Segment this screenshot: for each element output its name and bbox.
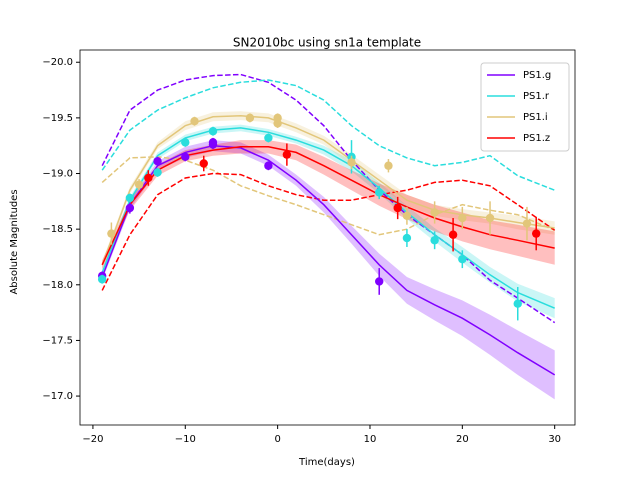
- y-tick-label: −20.0: [42, 57, 73, 68]
- data-point: [393, 203, 402, 213]
- data-point: [181, 152, 190, 162]
- template-line: [101, 79, 555, 191]
- data-point: [273, 119, 282, 128]
- model-line: [101, 127, 555, 309]
- model-line: [101, 146, 555, 266]
- x-tick-label: −20: [82, 434, 103, 445]
- data-point: [190, 117, 199, 126]
- legend-label: PS1.g: [523, 70, 551, 81]
- data-point: [208, 138, 218, 147]
- data-point: [402, 233, 412, 243]
- error-band: [102, 140, 555, 270]
- data-point: [458, 213, 467, 223]
- legend-label: PS1.r: [523, 91, 550, 102]
- template-line: [101, 73, 556, 324]
- data-point: [384, 161, 393, 170]
- data-point: [264, 161, 273, 170]
- model-line: [101, 144, 556, 376]
- x-axis-label: Time(days): [298, 457, 355, 468]
- y-axis-label: Absolute Magnitudes: [9, 189, 20, 294]
- data-point: [513, 299, 522, 308]
- legend-label: PS1.i: [523, 112, 548, 123]
- y-tick-label: −18.0: [42, 280, 73, 291]
- data-point: [264, 133, 273, 143]
- data-point: [282, 150, 292, 159]
- data-point: [532, 229, 541, 238]
- legend-box: [480, 62, 570, 152]
- y-tick-label: −19.5: [42, 113, 73, 124]
- data-point: [448, 230, 458, 239]
- data-point: [153, 168, 162, 177]
- data-point: [107, 229, 116, 238]
- x-tick-label: 0: [274, 434, 280, 445]
- y-tick-label: −18.5: [42, 224, 73, 235]
- data-point: [134, 180, 144, 189]
- data-point: [125, 203, 135, 213]
- data-point: [430, 208, 439, 217]
- data-point: [153, 157, 162, 166]
- data-point: [375, 188, 384, 197]
- data-point: [458, 254, 467, 264]
- data-point: [522, 219, 532, 228]
- data-point: [375, 277, 384, 286]
- x-tick-label: 30: [548, 434, 561, 445]
- data-point: [208, 127, 218, 136]
- plot-frame: [79, 49, 576, 426]
- legend-label: PS1.z: [523, 133, 550, 144]
- template-line: [101, 156, 555, 236]
- x-tick-label: 10: [364, 434, 377, 445]
- data-point: [245, 113, 255, 123]
- chart-title: SN2010bc using sn1a template: [233, 36, 421, 50]
- data-point: [430, 236, 439, 245]
- data-point: [199, 159, 208, 168]
- x-tick-label: −10: [175, 434, 196, 445]
- data-point: [125, 193, 135, 203]
- data-point: [144, 173, 153, 183]
- template-line: [101, 172, 556, 291]
- y-tick-label: −17.0: [42, 391, 73, 402]
- data-point: [402, 211, 412, 221]
- data-point: [97, 275, 107, 284]
- y-tick-label: −17.5: [42, 335, 73, 346]
- x-tick-label: 20: [456, 434, 469, 445]
- model-line: [101, 114, 555, 266]
- data-point: [347, 158, 356, 167]
- y-tick-label: −19.0: [42, 169, 73, 180]
- data-point: [181, 138, 190, 147]
- data-point: [485, 213, 495, 223]
